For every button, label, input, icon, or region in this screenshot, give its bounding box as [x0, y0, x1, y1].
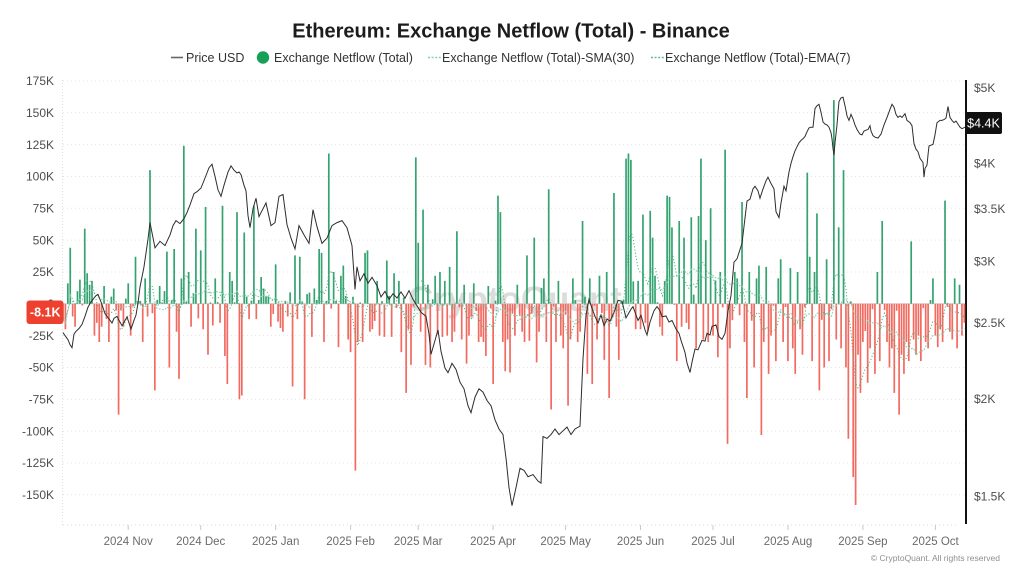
svg-text:75K: 75K	[33, 202, 54, 216]
svg-text:2025 May: 2025 May	[540, 536, 591, 548]
svg-text:2024 Nov: 2024 Nov	[104, 536, 153, 548]
svg-text:$4K: $4K	[974, 157, 995, 171]
svg-text:2025 Mar: 2025 Mar	[394, 536, 443, 548]
svg-text:© CryptoQuant. All rights rese: © CryptoQuant. All rights reserved	[871, 553, 1000, 563]
svg-text:-150K: -150K	[22, 488, 54, 502]
svg-text:$2K: $2K	[974, 392, 995, 406]
svg-text:-50K: -50K	[29, 361, 54, 375]
svg-text:$2.5K: $2.5K	[974, 316, 1005, 330]
svg-text:Exchange Netflow (Total): Exchange Netflow (Total)	[274, 51, 413, 65]
svg-text:25K: 25K	[33, 265, 54, 279]
svg-text:$4.4K: $4.4K	[967, 117, 1000, 131]
svg-text:-75K: -75K	[29, 393, 54, 407]
svg-text:2025 Sep: 2025 Sep	[838, 536, 887, 548]
svg-text:$1.5K: $1.5K	[974, 490, 1005, 504]
svg-text:Exchange Netflow (Total)-EMA(7: Exchange Netflow (Total)-EMA(7)	[665, 51, 850, 65]
svg-text:$3.5K: $3.5K	[974, 202, 1005, 216]
svg-text:-125K: -125K	[22, 456, 54, 470]
svg-text:$5K: $5K	[974, 81, 995, 95]
svg-text:150K: 150K	[26, 106, 54, 120]
svg-text:Price USD: Price USD	[186, 51, 244, 65]
svg-text:-100K: -100K	[22, 424, 54, 438]
svg-text:125K: 125K	[26, 138, 54, 152]
svg-text:100K: 100K	[26, 170, 54, 184]
svg-text:2025 Jul: 2025 Jul	[691, 536, 734, 548]
svg-text:Ethereum: Exchange Netflow (To: Ethereum: Exchange Netflow (Total) - Bin…	[292, 21, 729, 43]
svg-text:2025 Jun: 2025 Jun	[617, 536, 664, 548]
svg-text:-25K: -25K	[29, 329, 54, 343]
svg-text:175K: 175K	[26, 74, 54, 88]
svg-text:50K: 50K	[33, 233, 54, 247]
svg-text:2025 Aug: 2025 Aug	[764, 536, 813, 548]
svg-text:Exchange Netflow (Total)-SMA(3: Exchange Netflow (Total)-SMA(30)	[442, 51, 634, 65]
svg-text:2024 Dec: 2024 Dec	[176, 536, 225, 548]
svg-text:$3K: $3K	[974, 254, 995, 268]
svg-text:2025 Apr: 2025 Apr	[470, 536, 516, 548]
svg-text:2025 Jan: 2025 Jan	[252, 536, 299, 548]
svg-text:-8.1K: -8.1K	[30, 306, 61, 320]
svg-text:2025 Oct: 2025 Oct	[912, 536, 959, 548]
svg-text:2025 Feb: 2025 Feb	[326, 536, 375, 548]
